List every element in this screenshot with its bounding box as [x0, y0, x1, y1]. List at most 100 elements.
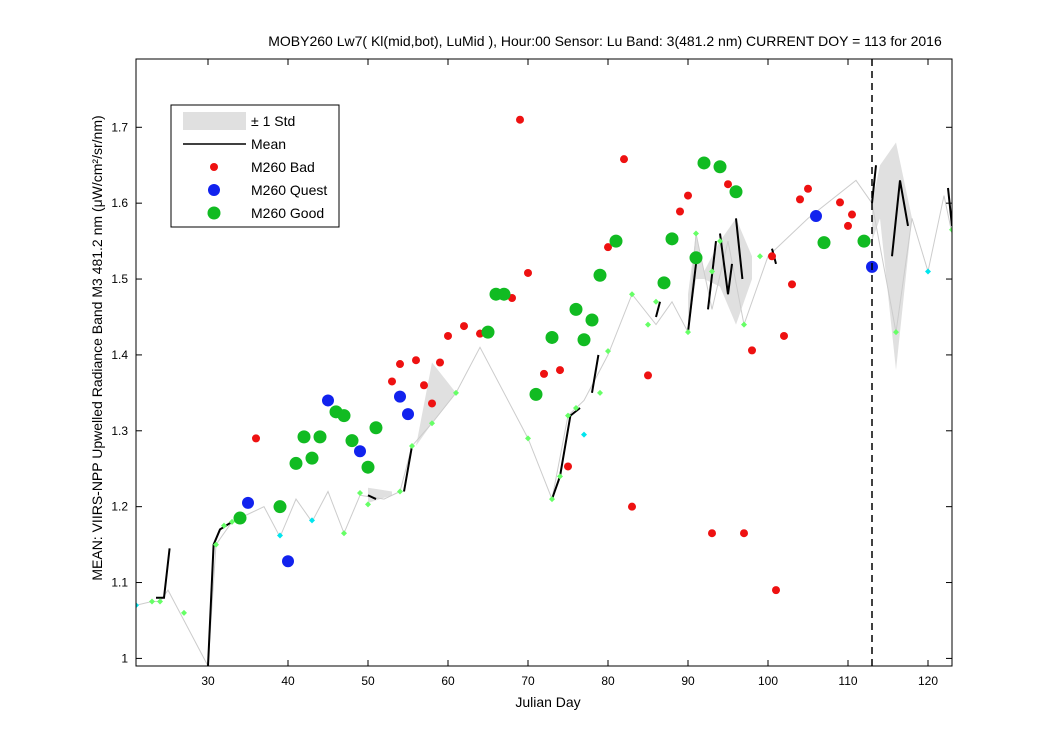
x-tick-label: 60: [441, 674, 455, 688]
quest-point: [810, 210, 822, 223]
climatology-line: [136, 179, 952, 666]
climatology-point: [693, 230, 699, 237]
climatology-point: [409, 442, 415, 449]
plot-content: [136, 115, 952, 666]
mean-segment: [707, 240, 717, 310]
x-tick-label: 50: [361, 674, 375, 688]
legend-label-good: M260 Good: [251, 205, 324, 221]
bad-point: [848, 210, 856, 219]
chart-title: MOBY260 Lw7( Kl(mid,bot), LuMid ), Hour:…: [268, 33, 942, 49]
legend-good-swatch: [207, 206, 221, 220]
climatology-point: [717, 238, 723, 245]
climatology-point: [757, 253, 763, 260]
x-tick-label: 120: [918, 674, 938, 688]
bad-point: [436, 358, 444, 367]
bad-point: [412, 356, 420, 365]
good-point: [337, 409, 351, 423]
y-tick-label: 1.3: [111, 424, 128, 438]
good-point: [577, 333, 591, 347]
plot-area: [136, 59, 952, 666]
x-tick-label: 80: [601, 674, 615, 688]
mean-segment: [719, 233, 733, 295]
climatology-point: [221, 522, 227, 529]
climatology-point: [565, 412, 571, 419]
climatology-point: [525, 435, 531, 442]
good-point: [585, 313, 599, 327]
y-tick-label: 1.6: [111, 196, 128, 210]
plot-frame: [135, 58, 953, 667]
climatology-point: [549, 496, 555, 503]
bad-point: [396, 360, 404, 369]
quest-point: [322, 394, 334, 407]
axes: 30 40 50 60 70 80 90 100 110 120 1 1.1 1.2 1.3 1.4 1.5 1…: [111, 58, 953, 688]
legend-label-mean: Mean: [251, 136, 286, 152]
mean-segment: [947, 187, 952, 227]
bad-point: [444, 331, 452, 340]
y-tick-label: 1.7: [111, 120, 128, 134]
climatology-point: [893, 329, 899, 336]
climatology-point: [365, 501, 371, 508]
legend-std-swatch: [183, 112, 246, 130]
good-point: [593, 268, 607, 282]
bad-point: [684, 191, 692, 200]
bad-point: [772, 586, 780, 595]
mean-segment: [735, 218, 744, 280]
legend-bad-swatch: [210, 163, 218, 171]
mean-segment: [655, 301, 661, 318]
bad-point: [564, 462, 572, 471]
good-point: [713, 160, 727, 174]
bad-point: [556, 366, 564, 375]
good-point: [481, 325, 495, 339]
bad-point: [252, 434, 260, 443]
climatology-cyan-point: [309, 517, 315, 524]
good-point: [689, 251, 703, 265]
mean-segment: [367, 494, 377, 500]
y-axis-label: MEAN: VIIRS-NPP Upwelled Radiance Band M…: [89, 115, 105, 580]
x-tick-label: 110: [838, 674, 857, 688]
bad-point: [460, 322, 468, 331]
bad-point: [524, 268, 532, 277]
good-point: [697, 156, 711, 170]
x-axis-label: Julian Day: [515, 694, 580, 710]
mean-segment: [591, 354, 600, 394]
climatology-point: [397, 488, 403, 495]
legend-label-bad: M260 Bad: [251, 159, 315, 175]
mean-segment: [207, 520, 233, 666]
good-point: [297, 430, 311, 444]
climatology-point: [213, 541, 219, 548]
climatology-point: [149, 598, 155, 605]
bad-point: [428, 399, 436, 408]
good-point: [305, 451, 319, 465]
bad-point: [708, 529, 716, 538]
good-point: [857, 234, 871, 248]
y-tick-label: 1.1: [111, 576, 128, 590]
climatology-point: [557, 473, 563, 480]
good-point: [817, 236, 831, 250]
bad-point: [604, 243, 612, 252]
climatology-point: [453, 389, 459, 396]
bad-point: [844, 221, 852, 230]
good-point: [729, 185, 743, 199]
bad-point: [628, 502, 636, 511]
climatology-point: [605, 348, 611, 355]
climatology-point: [597, 389, 603, 396]
quest-point: [282, 555, 294, 568]
bad-point: [836, 198, 844, 207]
x-tick-label: 30: [201, 674, 215, 688]
bad-point: [768, 252, 776, 261]
x-tick-label: 90: [681, 674, 695, 688]
climatology-cyan-point: [277, 532, 283, 539]
bad-point: [788, 280, 796, 289]
bad-point: [804, 184, 812, 193]
bad-point: [796, 195, 804, 204]
mean-segment: [687, 263, 697, 333]
x-tick-label: 40: [281, 674, 295, 688]
mean-segment: [891, 180, 909, 257]
climatology-point: [229, 518, 235, 525]
bad-point: [780, 331, 788, 340]
climatology-point: [341, 530, 347, 537]
bad-point: [420, 381, 428, 390]
good-point: [313, 430, 327, 444]
good-point: [361, 460, 375, 474]
